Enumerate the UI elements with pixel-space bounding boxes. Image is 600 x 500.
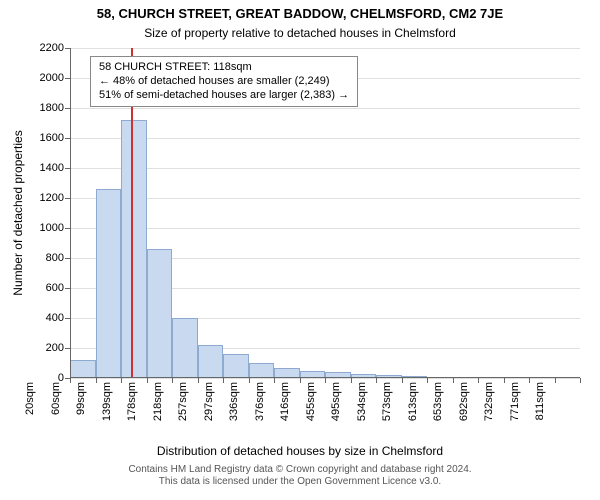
x-axis-line	[70, 377, 580, 378]
x-tick-mark	[555, 378, 556, 383]
x-tick-label: 811sqm	[532, 382, 546, 438]
gridline	[70, 48, 580, 49]
x-tick-label: 732sqm	[481, 382, 495, 438]
chart-title-main: 58, CHURCH STREET, GREAT BADDOW, CHELMSF…	[0, 6, 600, 21]
y-tick-label: 1200	[40, 192, 70, 204]
x-tick-label: 178sqm	[124, 382, 138, 438]
x-tick-mark	[274, 378, 275, 383]
y-tick-label: 200	[46, 342, 70, 354]
x-tick-label: 771sqm	[507, 382, 521, 438]
histogram-bar	[249, 363, 275, 378]
x-tick-label: 297sqm	[201, 382, 215, 438]
x-tick-label: 613sqm	[405, 382, 419, 438]
annotation-line2: ← 48% of detached houses are smaller (2,…	[99, 75, 349, 89]
x-axis-title: Distribution of detached houses by size …	[0, 444, 600, 458]
copyright-notice: Contains HM Land Registry data © Crown c…	[0, 464, 600, 488]
x-tick-mark	[223, 378, 224, 383]
x-tick-mark	[504, 378, 505, 383]
x-tick-mark	[172, 378, 173, 383]
x-tick-mark	[121, 378, 122, 383]
histogram-bar	[172, 318, 198, 378]
x-tick-label: 692sqm	[456, 382, 470, 438]
x-tick-label: 455sqm	[303, 382, 317, 438]
y-tick-label: 600	[46, 282, 70, 294]
x-tick-mark	[478, 378, 479, 383]
y-axis-line	[70, 48, 71, 378]
x-tick-label: 376sqm	[252, 382, 266, 438]
x-tick-mark	[96, 378, 97, 383]
y-tick-label: 2000	[40, 72, 70, 84]
gridline	[70, 168, 580, 169]
chart-container: 58, CHURCH STREET, GREAT BADDOW, CHELMSF…	[0, 0, 600, 500]
annotation-line3: 51% of semi-detached houses are larger (…	[99, 89, 349, 103]
gridline	[70, 108, 580, 109]
x-tick-mark	[580, 378, 581, 383]
histogram-bar	[198, 345, 224, 378]
x-tick-mark	[147, 378, 148, 383]
x-tick-mark	[351, 378, 352, 383]
y-tick-label: 800	[46, 252, 70, 264]
x-tick-mark	[376, 378, 377, 383]
x-tick-label: 336sqm	[226, 382, 240, 438]
copyright-line2: This data is licensed under the Open Gov…	[159, 476, 441, 487]
x-tick-mark	[427, 378, 428, 383]
y-tick-label: 1400	[40, 162, 70, 174]
chart-title-sub: Size of property relative to detached ho…	[0, 26, 600, 40]
x-tick-mark	[300, 378, 301, 383]
x-tick-mark	[402, 378, 403, 383]
x-tick-label: 653sqm	[430, 382, 444, 438]
x-tick-mark	[249, 378, 250, 383]
x-tick-mark	[325, 378, 326, 383]
x-tick-label: 416sqm	[277, 382, 291, 438]
histogram-bar	[223, 354, 249, 378]
x-tick-label: 534sqm	[354, 382, 368, 438]
x-tick-mark	[198, 378, 199, 383]
x-tick-mark	[70, 378, 71, 383]
x-tick-mark	[453, 378, 454, 383]
y-tick-label: 1600	[40, 132, 70, 144]
annotation-box: 58 CHURCH STREET: 118sqm← 48% of detache…	[90, 56, 358, 107]
x-tick-label: 99sqm	[73, 382, 87, 438]
histogram-bar	[96, 189, 122, 378]
gridline	[70, 138, 580, 139]
histogram-bar	[147, 249, 173, 378]
gridline	[70, 228, 580, 229]
y-tick-label: 1000	[40, 222, 70, 234]
x-tick-label: 139sqm	[99, 382, 113, 438]
copyright-line1: Contains HM Land Registry data © Crown c…	[128, 464, 471, 475]
y-tick-label: 2200	[40, 42, 70, 54]
x-tick-label: 218sqm	[150, 382, 164, 438]
gridline	[70, 198, 580, 199]
histogram-bar	[121, 120, 147, 378]
histogram-bar	[70, 360, 96, 378]
y-axis-title: Number of detached properties	[11, 130, 25, 295]
x-tick-label: 257sqm	[175, 382, 189, 438]
x-tick-label: 20sqm	[22, 382, 36, 438]
y-tick-label: 1800	[40, 102, 70, 114]
y-tick-label: 400	[46, 312, 70, 324]
x-tick-label: 60sqm	[48, 382, 62, 438]
x-tick-label: 573sqm	[379, 382, 393, 438]
annotation-line1: 58 CHURCH STREET: 118sqm	[99, 61, 349, 75]
x-tick-mark	[529, 378, 530, 383]
x-tick-label: 495sqm	[328, 382, 342, 438]
plot-area: 0200400600800100012001400160018002000220…	[70, 48, 580, 378]
